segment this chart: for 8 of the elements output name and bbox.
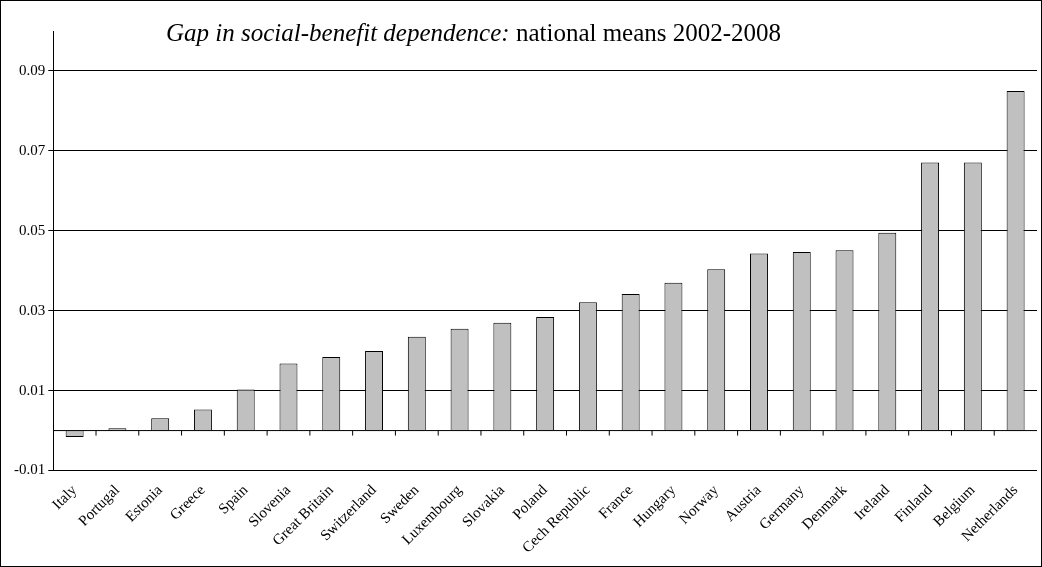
y-tick-label: 0.05 — [19, 221, 46, 238]
y-tick-label: 0.01 — [19, 381, 46, 398]
y-tick-label: 0.09 — [19, 61, 46, 78]
y-tick-label: 0.03 — [19, 301, 46, 318]
y-tick-label: -0.01 — [14, 461, 46, 478]
chart-title: Gap in social-benefit dependence: national means 2002-2008 — [166, 19, 782, 47]
x-tick-label: Italy — [48, 481, 80, 513]
y-tick-label: 0.07 — [19, 141, 46, 158]
